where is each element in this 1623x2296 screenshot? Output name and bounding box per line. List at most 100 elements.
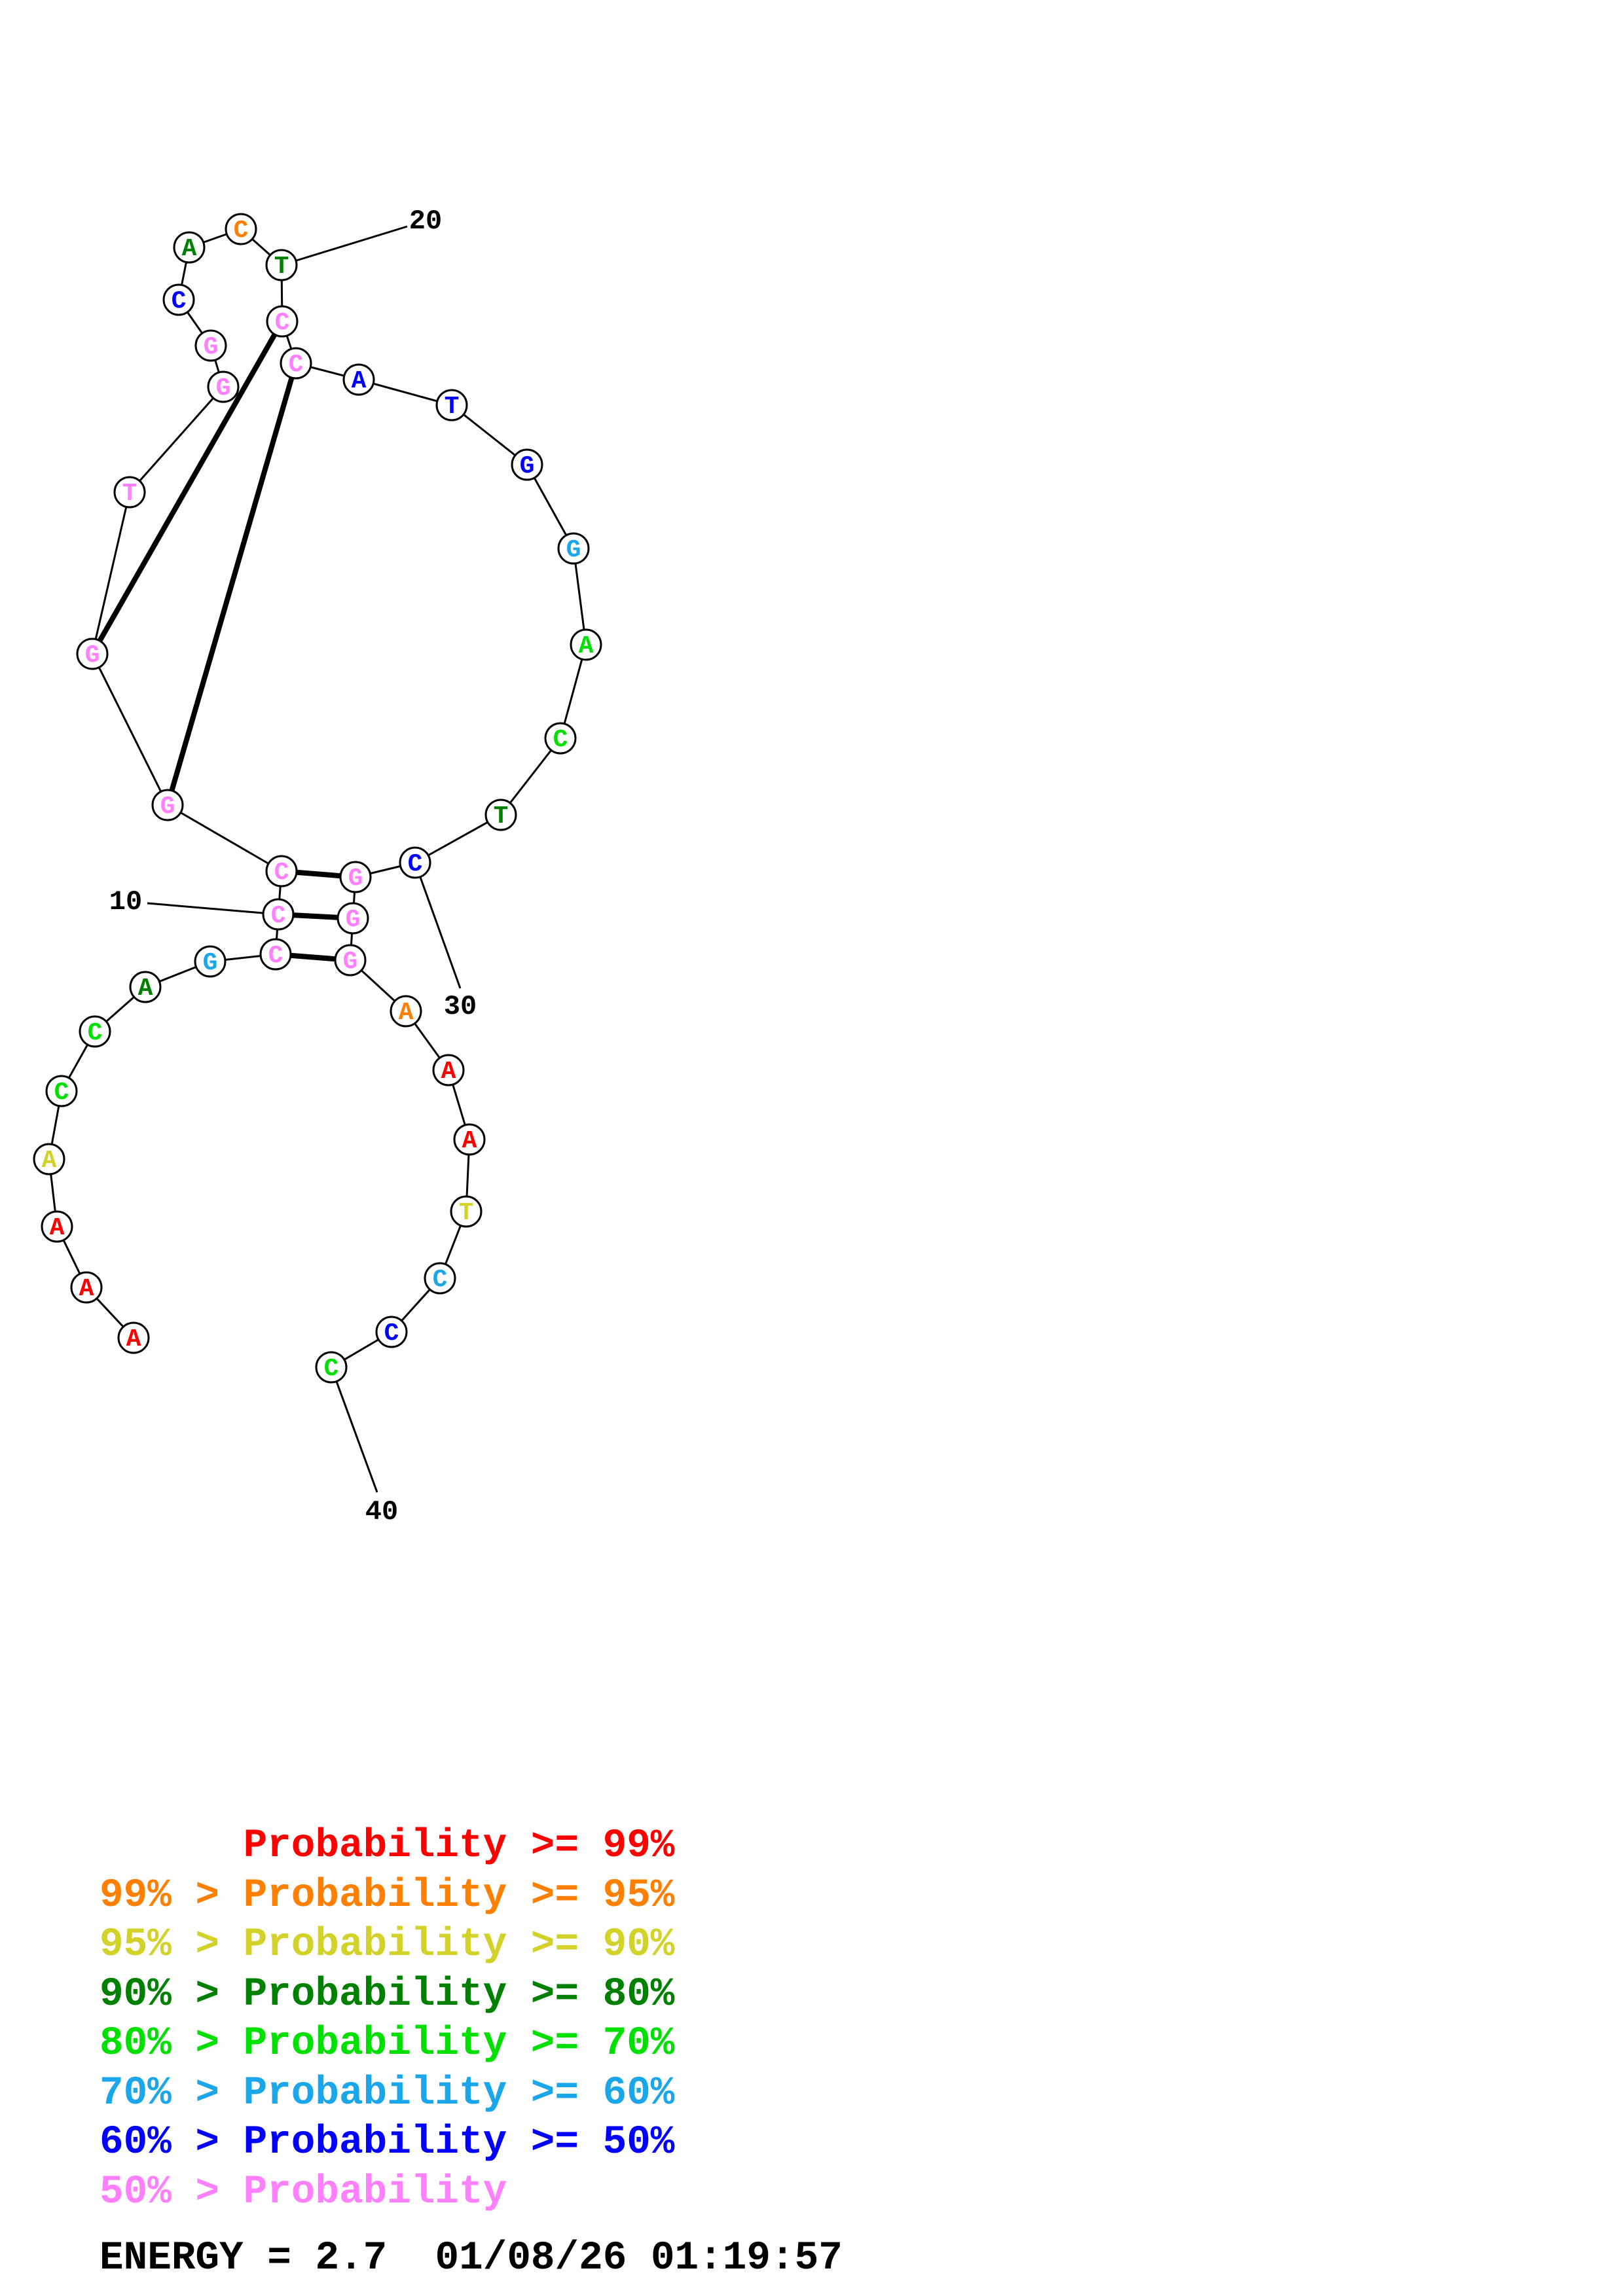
nucleotide-letter: T	[122, 480, 137, 508]
nucleotide-letter: G	[216, 374, 231, 403]
nucleotide-letter: G	[348, 865, 363, 893]
backbone-segment	[167, 804, 282, 872]
nucleotide-circle	[375, 1316, 408, 1348]
legend-line: 50% > Probability	[100, 2172, 674, 2212]
legend-lower-bound: 95%	[100, 1922, 172, 1967]
nucleotide-circle	[557, 532, 590, 565]
nucleotide: C	[544, 722, 577, 755]
nucleotide-circle	[113, 476, 146, 509]
nucleotide: A	[129, 971, 162, 1003]
nucleotide-circle	[280, 347, 312, 380]
nucleotide-circle	[129, 971, 162, 1003]
nucleotide: A	[570, 628, 602, 661]
nucleotide: T	[450, 1195, 483, 1228]
legend-line: 95% > Probability >= 90%	[100, 1925, 674, 1965]
nucleotide-circle	[225, 213, 257, 245]
position-label: 30	[444, 991, 477, 1022]
backbone-segment	[559, 644, 587, 739]
legend-probability-word: Probability	[243, 2070, 507, 2116]
energy-value: ENERGY = 2.7	[100, 2236, 388, 2281]
nucleotide-letter: C	[324, 1355, 339, 1383]
nucleotide: A	[70, 1271, 103, 1304]
nucleotide: A	[41, 1210, 73, 1243]
legend-separator: >	[195, 1971, 219, 2017]
nucleotide-letter: A	[126, 1325, 141, 1354]
nucleotide-letter: T	[274, 253, 289, 281]
nucleotide-letter: A	[182, 235, 197, 263]
nucleotide: C	[315, 1351, 348, 1384]
nucleotide: C	[266, 305, 299, 338]
nucleotide-letter: C	[172, 287, 187, 315]
base-pair-bond	[90, 320, 285, 655]
legend-lower-bound: 80%	[100, 2021, 172, 2066]
legend-upper-bound: >= 70%	[530, 2021, 675, 2066]
nucleotide-letter: C	[54, 1079, 69, 1107]
nucleotide: G	[557, 532, 590, 565]
nucleotide: A	[432, 1054, 465, 1086]
nucleotide-letter: A	[138, 975, 153, 1003]
nucleotide-circle	[424, 1262, 456, 1295]
legend-line: 60% > Probability >= 50%	[100, 2123, 674, 2162]
nucleotide-circle	[70, 1271, 103, 1304]
base-pair-bond	[165, 362, 299, 806]
legend-probability-word: Probability	[243, 2120, 507, 2165]
legend-upper-bound: >= 50%	[530, 2120, 675, 2165]
legend-separator: >	[195, 2021, 219, 2066]
legend-lower-bound: 50%	[100, 2169, 172, 2215]
nucleotide-letter: C	[234, 217, 249, 245]
nucleotide-circle	[266, 305, 299, 338]
position-tick-line	[330, 1367, 378, 1493]
nucleotide: A	[390, 995, 422, 1028]
nucleotide-letter: C	[275, 309, 290, 337]
nucleotide: A	[33, 1143, 65, 1175]
nucleotide-letter: C	[408, 850, 423, 878]
nucleotide-letter: C	[289, 351, 304, 379]
legend-line: 70% > Probability >= 60%	[100, 2073, 674, 2113]
legend-lower-bound: 60%	[100, 2120, 172, 2165]
nucleotide-letter: C	[88, 1019, 103, 1047]
nucleotide-circle	[342, 363, 375, 396]
nucleotide-circle	[33, 1143, 65, 1175]
position-label: 20	[409, 206, 442, 237]
nucleotide-circle	[76, 637, 109, 670]
legend-probability-word: Probability	[243, 2021, 507, 2066]
legend-lower-bound: 90%	[100, 1971, 172, 2017]
nucleotide-letter: A	[79, 1275, 94, 1303]
nucleotide-circle	[339, 861, 372, 893]
legend-probability-word: Probability	[243, 1922, 507, 1967]
nucleotide: A	[173, 231, 206, 264]
nucleotide-letter: G	[343, 948, 358, 976]
position-tick-line	[147, 902, 279, 916]
legend-separator: >	[195, 2169, 219, 2215]
nucleotide-letter: C	[384, 1319, 399, 1348]
nucleotide-letter: G	[204, 333, 219, 361]
backbone-layer	[48, 228, 587, 1369]
nucleotide-circle	[207, 370, 240, 403]
nucleotide: C	[225, 213, 257, 245]
backbone-segment	[572, 548, 587, 645]
legend-separator: >	[195, 2070, 219, 2116]
nucleotide-letter: C	[433, 1266, 448, 1294]
nucleotide: A	[453, 1123, 486, 1156]
nucleotide: G	[194, 945, 227, 978]
base-pair-layer	[90, 320, 356, 963]
nucleotide-circle	[45, 1075, 78, 1107]
nucleotide-circle	[511, 448, 543, 481]
nucleotide: C	[45, 1075, 78, 1107]
nucleotide: C	[79, 1015, 111, 1048]
position-label: 10	[109, 886, 142, 918]
nucleotide: C	[162, 283, 195, 316]
position-tick-line	[414, 862, 462, 989]
timestamp: 01/08/26 01:19:57	[435, 2236, 843, 2281]
nucleotide-circle	[484, 798, 517, 831]
legend-probability-word: Probability	[243, 2169, 507, 2215]
nucleotide-circle	[337, 902, 369, 935]
backbone-segment	[91, 653, 169, 806]
legend-upper-bound: >= 80%	[530, 1971, 675, 2017]
nucleotide: T	[265, 249, 298, 281]
nucleotide-letter: G	[85, 641, 100, 670]
nucleotide-circle	[41, 1210, 73, 1243]
nucleotide-letter: A	[399, 999, 414, 1027]
nucleotide-circle	[432, 1054, 465, 1086]
